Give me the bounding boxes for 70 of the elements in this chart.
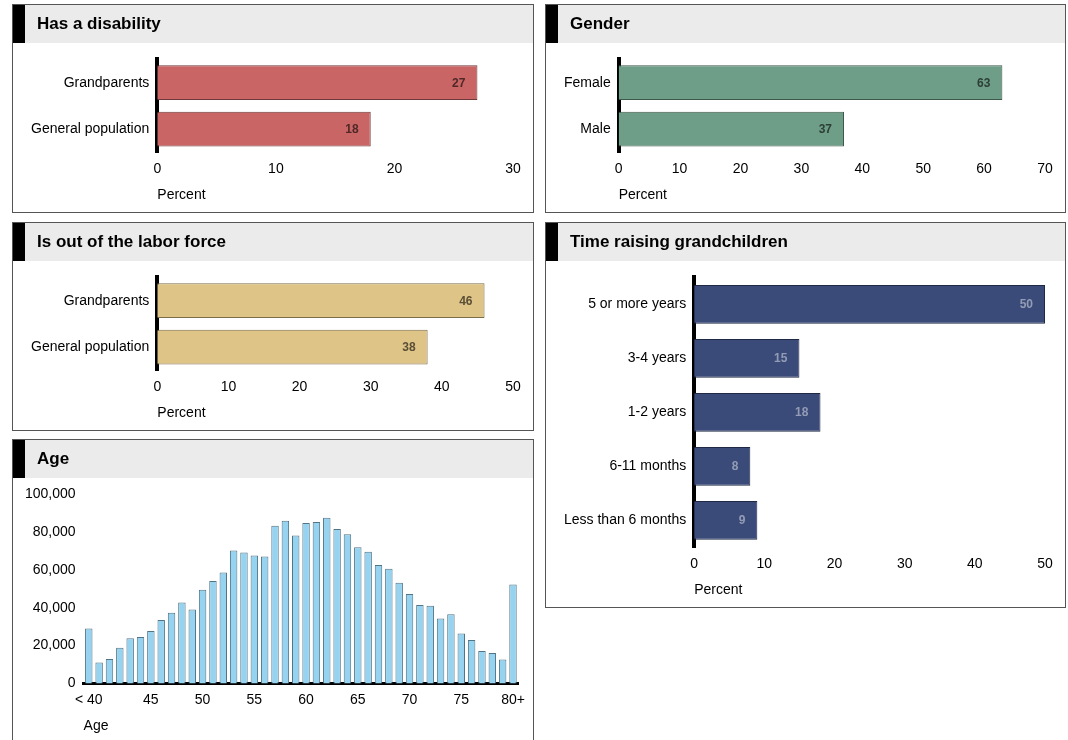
x-tick-label: 10	[220, 377, 237, 394]
y-tick-label: 80,000	[32, 523, 76, 540]
y-tick-label: Grandparents	[63, 291, 150, 308]
data-label: 18	[345, 122, 360, 137]
x-tick-label: 50	[915, 159, 932, 176]
x-tick-label: 20	[291, 377, 308, 394]
y-tick-label: 100,000	[25, 485, 76, 502]
y-tick-label: 6-11 months	[609, 457, 687, 474]
data-label: 15	[774, 350, 788, 365]
x-tick-label: 75	[453, 690, 470, 707]
data-label: 9	[738, 512, 746, 527]
data-label: 18	[795, 404, 809, 419]
y-tick-label: Grandparents	[63, 73, 150, 90]
x-tick-label: 55	[246, 690, 263, 707]
x-tick-label: 30	[362, 377, 379, 394]
y-tick-label: 40,000	[32, 598, 76, 615]
x-tick-label: 20	[732, 159, 749, 176]
y-tick-label: 20,000	[32, 636, 76, 653]
data-label: 46	[459, 293, 473, 308]
data-label: 37	[818, 122, 833, 137]
y-tick-label: Male	[580, 120, 611, 137]
x-axis-title: Percent	[618, 186, 668, 203]
x-tick-label: 70	[1037, 159, 1053, 176]
chart-title: Has a disability	[37, 14, 161, 33]
y-tick-label: General population	[31, 120, 150, 137]
y-tick-label: 1-2 years	[627, 403, 687, 420]
x-tick-label: 10	[671, 159, 688, 176]
x-axis-title: Age	[83, 717, 109, 734]
x-tick-label: 30	[896, 554, 913, 571]
x-tick-label: 40	[434, 377, 450, 394]
x-tick-label: 60	[976, 159, 993, 176]
x-tick-label: 10	[756, 554, 773, 571]
x-axis-title: Percent	[157, 404, 206, 421]
x-tick-label: 0	[690, 554, 699, 571]
data-label: 27	[452, 75, 466, 90]
chart-title: Is out of the labor force	[37, 232, 226, 251]
x-tick-label: 65	[350, 690, 366, 707]
x-tick-label: 0	[153, 159, 162, 176]
x-tick-label: 70	[401, 690, 418, 707]
data-label: 63	[977, 75, 991, 90]
y-tick-label: Female	[564, 73, 611, 90]
y-tick-label: General population	[31, 338, 150, 355]
x-axis-title: Percent	[694, 581, 743, 598]
x-axis-title: Percent	[157, 186, 206, 203]
x-tick-label: 80+	[501, 690, 525, 707]
x-tick-label: 45	[143, 690, 159, 707]
x-tick-label: 50	[1037, 554, 1053, 571]
chart-title: Gender	[570, 14, 630, 33]
x-tick-label: 30	[793, 159, 810, 176]
x-tick-label: 0	[153, 377, 162, 394]
x-tick-label: 40	[967, 554, 983, 571]
x-tick-label: 50	[505, 377, 521, 394]
y-tick-label: 0	[67, 674, 76, 691]
y-tick-label: 60,000	[32, 560, 76, 577]
x-tick-label: 20	[826, 554, 843, 571]
y-tick-label: 3-4 years	[627, 349, 687, 366]
x-tick-label: 20	[386, 159, 403, 176]
data-label: 8	[731, 458, 739, 473]
y-tick-label: 5 or more years	[588, 295, 687, 312]
x-tick-label: 60	[298, 690, 315, 707]
x-tick-label: < 40	[74, 690, 103, 707]
x-tick-label: 10	[268, 159, 284, 176]
chart-title: Time raising grandchildren	[570, 232, 788, 251]
chart-title: Age	[37, 449, 70, 468]
data-label: 50	[1019, 296, 1034, 311]
x-tick-label: 40	[854, 159, 871, 176]
data-label: 38	[402, 340, 416, 355]
x-tick-label: 30	[505, 159, 521, 176]
y-tick-label: Less than 6 months	[564, 511, 687, 528]
x-tick-label: 50	[194, 690, 211, 707]
